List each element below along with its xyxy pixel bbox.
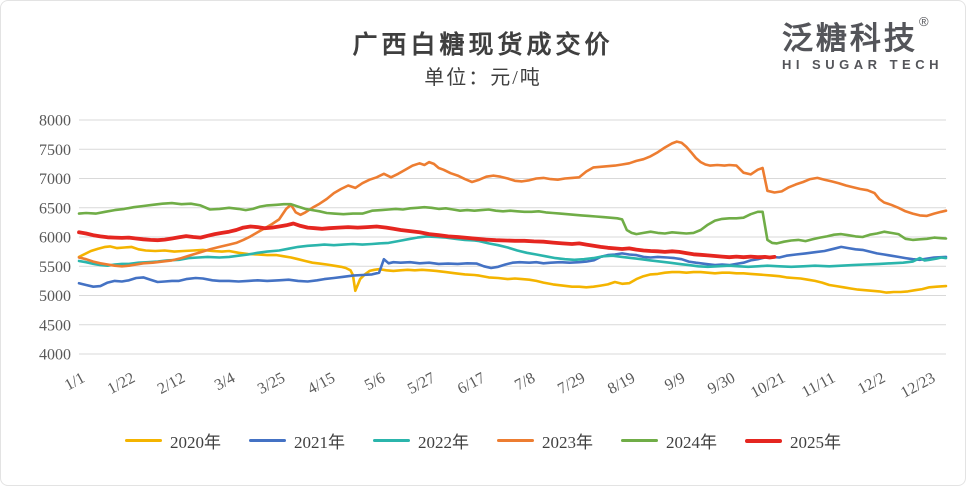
x-axis-tick-label: 8/19 xyxy=(605,370,638,398)
series-line-2025 xyxy=(77,221,777,260)
x-axis-tick-label: 3/25 xyxy=(255,370,288,398)
legend-item-2020: 2020年 xyxy=(125,428,221,453)
x-axis-tick-label: 11/11 xyxy=(799,370,838,402)
series-line-2021 xyxy=(77,245,948,289)
legend-label: 2023年 xyxy=(542,433,593,452)
legend-item-2021: 2021年 xyxy=(249,428,345,453)
legend-label: 2022年 xyxy=(418,433,469,452)
x-axis-tick-label: 1/1 xyxy=(62,370,88,395)
y-axis-tick-label: 4000 xyxy=(39,347,71,364)
y-axis-tick-label: 4500 xyxy=(39,317,71,334)
x-axis-tick-label: 7/8 xyxy=(512,370,538,395)
x-axis-tick-label: 6/17 xyxy=(455,370,488,398)
x-axis-tick-label: 1/22 xyxy=(105,370,138,398)
legend-swatch xyxy=(497,439,534,442)
x-axis-tick-label: 7/29 xyxy=(555,370,588,398)
x-axis-tick-label: 2/12 xyxy=(155,370,188,398)
legend-label: 2021年 xyxy=(294,433,345,452)
x-axis-tick-label: 12/2 xyxy=(855,370,888,398)
logo-chinese-chars: 泛糖科技 xyxy=(781,21,918,56)
brand-logo: 泛糖科技® HI SUGAR TECH xyxy=(781,15,943,72)
y-axis-tick-label: 7000 xyxy=(39,171,71,188)
y-axis-tick-label: 7500 xyxy=(39,142,71,159)
legend-swatch xyxy=(745,438,782,443)
series-line-2023 xyxy=(77,140,948,268)
x-axis-tick-label: 9/9 xyxy=(662,370,688,395)
x-axis-tick-label: 4/15 xyxy=(305,370,338,398)
legend-item-2022: 2022年 xyxy=(373,428,469,453)
legend-label: 2024年 xyxy=(666,433,717,452)
series-line-2020 xyxy=(77,245,948,294)
chart-title: 广西白糖现货成交价 xyxy=(352,32,614,59)
y-axis-tick-label: 6500 xyxy=(39,200,71,217)
logo-english-text: HI SUGAR TECH xyxy=(781,57,943,72)
legend-swatch xyxy=(373,439,410,442)
y-axis-tick-label: 6000 xyxy=(39,230,71,247)
x-axis-tick-label: 9/30 xyxy=(705,370,738,398)
legend-swatch xyxy=(249,439,286,442)
legend-label: 2020年 xyxy=(170,433,221,452)
legend-item-2023: 2023年 xyxy=(497,428,593,453)
chart-legend: 2020年 2021年 2022年 2023年 2024年 2025年 xyxy=(1,428,965,453)
legend-item-2025: 2025年 xyxy=(745,428,841,453)
legend-swatch xyxy=(621,439,658,442)
legend-label: 2025年 xyxy=(790,433,841,452)
y-axis-tick-label: 5500 xyxy=(39,259,71,276)
x-axis-tick-label: 5/27 xyxy=(405,370,438,398)
x-axis-tick-label: 10/21 xyxy=(748,370,788,402)
series-line-2024 xyxy=(77,201,948,245)
x-axis-tick-label: 12/23 xyxy=(898,370,938,402)
registered-trademark-icon: ® xyxy=(918,13,929,29)
legend-swatch xyxy=(125,439,162,442)
logo-chinese-text: 泛糖科技® xyxy=(781,15,943,56)
legend-item-2024: 2024年 xyxy=(621,428,717,453)
series-line-2022 xyxy=(77,235,948,269)
y-axis-tick-label: 8000 xyxy=(39,113,71,130)
chart-unit-subtitle: 单位：元/吨 xyxy=(424,67,542,89)
x-axis-tick-label: 3/4 xyxy=(212,370,238,395)
x-axis-tick-label: 5/6 xyxy=(362,370,388,395)
y-axis-tick-label: 5000 xyxy=(39,288,71,305)
